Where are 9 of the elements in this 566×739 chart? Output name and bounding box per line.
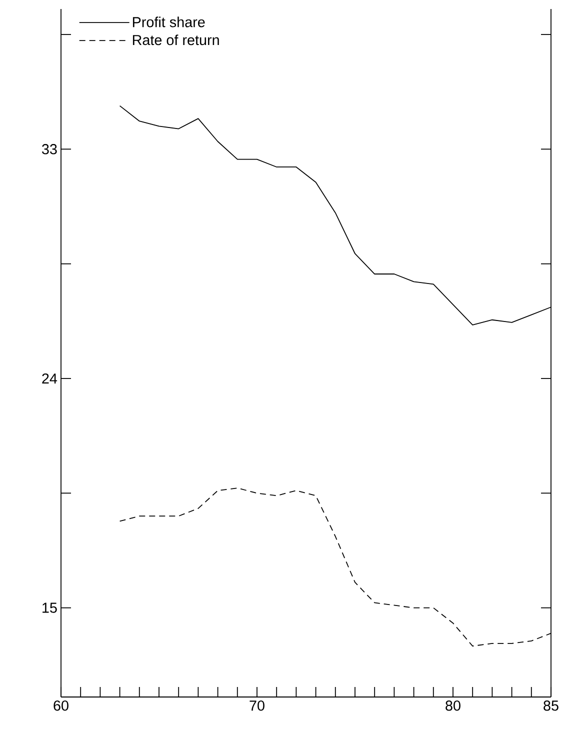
y-tick-label: 15 [42, 602, 57, 613]
legend-label: Rate of return [132, 34, 219, 46]
x-tick-label: 60 [54, 700, 68, 711]
x-tick-label: 70 [250, 700, 264, 711]
y-tick-label: 33 [42, 144, 57, 154]
legend-label: Profit share [132, 16, 205, 28]
x-tick-label: 80 [446, 700, 460, 711]
x-tick-label: 85 [544, 700, 558, 711]
y-tick-label: 24 [42, 373, 58, 384]
